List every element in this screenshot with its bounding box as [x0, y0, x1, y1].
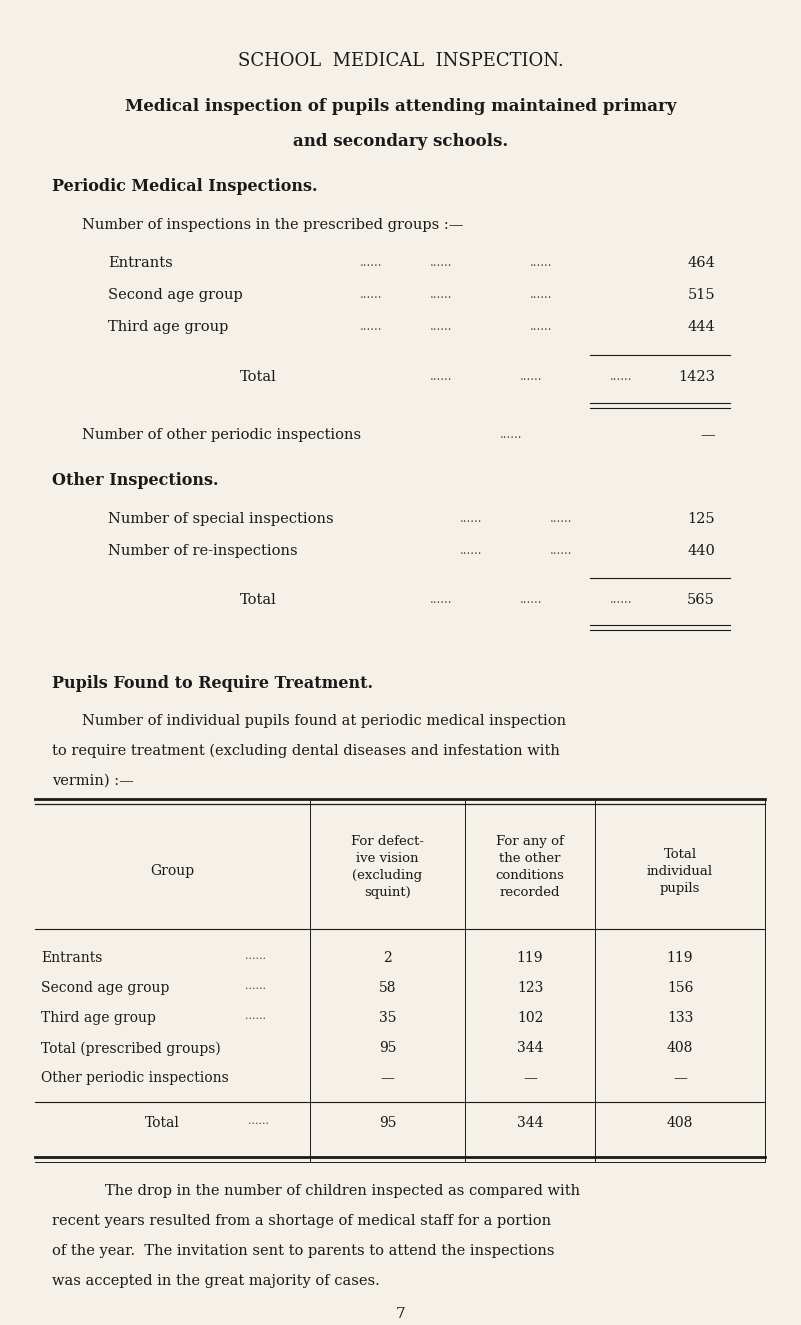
- Text: ......: ......: [360, 288, 383, 301]
- Text: 123: 123: [517, 982, 543, 995]
- Text: Other periodic inspections: Other periodic inspections: [41, 1072, 229, 1085]
- Text: Total (prescribed groups): Total (prescribed groups): [41, 1041, 221, 1056]
- Text: 119: 119: [666, 951, 693, 966]
- Text: Total: Total: [240, 370, 277, 384]
- Text: Other Inspections.: Other Inspections.: [52, 472, 219, 489]
- Text: ......: ......: [248, 1116, 269, 1126]
- Text: 515: 515: [687, 288, 715, 302]
- Text: 408: 408: [666, 1116, 693, 1130]
- Text: Third age group: Third age group: [108, 319, 228, 334]
- Text: 156: 156: [666, 982, 693, 995]
- Text: ......: ......: [430, 319, 453, 333]
- Text: 1423: 1423: [678, 370, 715, 384]
- Text: 95: 95: [379, 1041, 396, 1055]
- Text: ......: ......: [520, 370, 542, 383]
- Text: For any of
the other
conditions
recorded: For any of the other conditions recorded: [496, 835, 565, 900]
- Text: Entrants: Entrants: [108, 256, 173, 270]
- Text: Pupils Found to Require Treatment.: Pupils Found to Require Treatment.: [52, 674, 373, 692]
- Text: ......: ......: [245, 1011, 266, 1022]
- Text: —: —: [673, 1072, 687, 1085]
- Text: ......: ......: [610, 370, 633, 383]
- Text: Number of special inspections: Number of special inspections: [108, 511, 334, 526]
- Text: of the year.  The invitation sent to parents to attend the inspections: of the year. The invitation sent to pare…: [52, 1244, 554, 1259]
- Text: —: —: [380, 1072, 394, 1085]
- Text: 35: 35: [379, 1011, 396, 1026]
- Text: ......: ......: [245, 982, 266, 991]
- Text: ......: ......: [530, 319, 553, 333]
- Text: ......: ......: [430, 370, 453, 383]
- Text: Second age group: Second age group: [108, 288, 243, 302]
- Text: ......: ......: [550, 543, 573, 556]
- Text: ......: ......: [530, 256, 553, 269]
- Text: Number of other periodic inspections: Number of other periodic inspections: [82, 428, 361, 441]
- Text: 102: 102: [517, 1011, 543, 1026]
- Text: was accepted in the great majority of cases.: was accepted in the great majority of ca…: [52, 1275, 380, 1288]
- Text: 125: 125: [687, 511, 715, 526]
- Text: recent years resulted from a shortage of medical staff for a portion: recent years resulted from a shortage of…: [52, 1214, 551, 1228]
- Text: ......: ......: [550, 511, 573, 525]
- Text: to require treatment (excluding dental diseases and infestation with: to require treatment (excluding dental d…: [52, 743, 560, 758]
- Text: Total: Total: [145, 1116, 180, 1130]
- Text: ......: ......: [430, 592, 453, 606]
- Text: 440: 440: [687, 543, 715, 558]
- Text: For defect-
ive vision
(excluding
squint): For defect- ive vision (excluding squint…: [351, 835, 424, 900]
- Text: 95: 95: [379, 1116, 396, 1130]
- Text: SCHOOL  MEDICAL  INSPECTION.: SCHOOL MEDICAL INSPECTION.: [238, 52, 563, 70]
- Text: 464: 464: [687, 256, 715, 270]
- Text: 344: 344: [517, 1041, 543, 1055]
- Text: Third age group: Third age group: [41, 1011, 156, 1026]
- Text: ......: ......: [610, 592, 633, 606]
- Text: 344: 344: [517, 1116, 543, 1130]
- Text: 2: 2: [383, 951, 392, 966]
- Text: 133: 133: [666, 1011, 693, 1026]
- Text: 7: 7: [396, 1306, 405, 1321]
- Text: Number of re-inspections: Number of re-inspections: [108, 543, 298, 558]
- Text: Number of inspections in the prescribed groups :—: Number of inspections in the prescribed …: [82, 217, 463, 232]
- Text: —: —: [700, 428, 715, 441]
- Text: ......: ......: [460, 511, 482, 525]
- Text: Number of individual pupils found at periodic medical inspection: Number of individual pupils found at per…: [82, 713, 566, 727]
- Text: ......: ......: [360, 256, 383, 269]
- Text: ......: ......: [460, 543, 482, 556]
- Text: Total
individual
pupils: Total individual pupils: [647, 848, 713, 894]
- Text: ......: ......: [245, 951, 266, 962]
- Text: Periodic Medical Inspections.: Periodic Medical Inspections.: [52, 178, 317, 195]
- Text: and secondary schools.: and secondary schools.: [293, 132, 508, 150]
- Text: Entrants: Entrants: [41, 951, 103, 966]
- Text: ......: ......: [430, 256, 453, 269]
- Text: ......: ......: [430, 288, 453, 301]
- Text: 58: 58: [379, 982, 396, 995]
- Text: The drop in the number of children inspected as compared with: The drop in the number of children inspe…: [105, 1185, 580, 1198]
- Text: ......: ......: [360, 319, 383, 333]
- Text: 444: 444: [687, 319, 715, 334]
- Text: Medical inspection of pupils attending maintained primary: Medical inspection of pupils attending m…: [125, 98, 676, 115]
- Text: vermin) :—: vermin) :—: [52, 774, 134, 787]
- Text: 565: 565: [687, 592, 715, 607]
- Text: 119: 119: [517, 951, 543, 966]
- Text: 408: 408: [666, 1041, 693, 1055]
- Text: Total: Total: [240, 592, 277, 607]
- Text: ......: ......: [500, 428, 522, 441]
- Text: —: —: [523, 1072, 537, 1085]
- Text: Group: Group: [151, 864, 195, 878]
- Text: ......: ......: [520, 592, 542, 606]
- Text: ......: ......: [530, 288, 553, 301]
- Text: Second age group: Second age group: [41, 982, 169, 995]
